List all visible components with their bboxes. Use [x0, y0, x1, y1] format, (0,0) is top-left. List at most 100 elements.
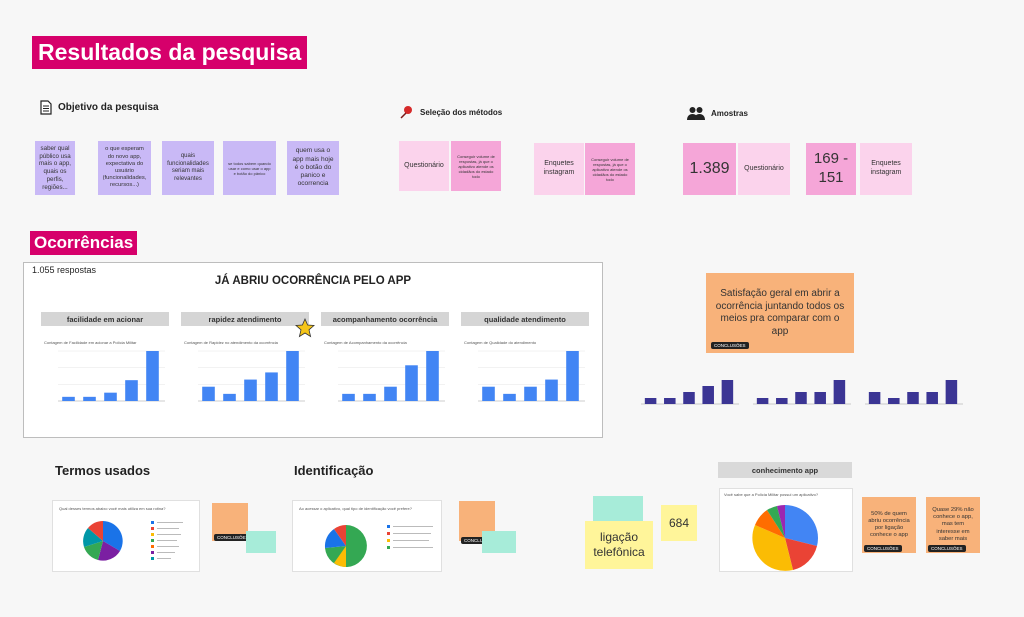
- satisfacao-chart-1: [641, 380, 739, 405]
- identificacao-chart-title: Ao acessar o aplicativo, qual tipo de id…: [299, 506, 412, 511]
- metodos-label-group: Seleção dos métodos: [400, 105, 502, 119]
- chart-bar-1: [342, 393, 355, 401]
- termos-teal-note[interactable]: [246, 531, 276, 553]
- termos-tag: CONCLUSÕES: [214, 534, 252, 541]
- chart-bar-4: [814, 392, 826, 404]
- conhecimento-tag-2: CONCLUSÕES: [928, 545, 966, 552]
- chart-bar-5: [945, 380, 958, 404]
- objetivo-note-3[interactable]: quais funcionalidades seriam mais releva…: [162, 141, 214, 195]
- chart-bar-5: [721, 380, 734, 404]
- amostras-count-1[interactable]: 1.389: [683, 143, 736, 195]
- chart-bar-3: [384, 386, 397, 401]
- chart-header-qualidade: qualidade atendimento: [461, 312, 589, 326]
- amostras-label-2[interactable]: Enquetes instagram: [860, 143, 912, 195]
- chart-bar-4: [926, 392, 938, 404]
- chart-bar-2: [664, 398, 676, 404]
- satisfacao-note[interactable]: Satisfação geral em abrir a ocorrência j…: [706, 273, 854, 353]
- conhecimento-tag-1: CONCLUSÕES: [864, 545, 902, 552]
- termos-title: Termos usados: [55, 463, 151, 478]
- chart-bar-1: [868, 392, 881, 404]
- document-icon: [40, 100, 52, 115]
- termos-pie-chart: [83, 521, 123, 561]
- chart-caption-2: Contagem de Acompanhamento da ocorrência: [324, 340, 407, 345]
- chart-caption-0: Contagem de Facilidade em acionar a Polí…: [44, 340, 137, 345]
- objetivo-label: Objetivo da pesquisa: [58, 102, 159, 113]
- objetivo-note-4[interactable]: se todos sabem quando usar e como usar o…: [223, 141, 276, 195]
- conhecimento-header: conhecimento app: [718, 462, 852, 478]
- metodos-label: Seleção dos métodos: [420, 107, 503, 117]
- users-icon: [687, 107, 705, 120]
- ligacao-telefonica-note[interactable]: ligação telefônica: [585, 521, 653, 569]
- chart-header-facilidade: facilidade em acionar: [41, 312, 169, 326]
- pushpin-icon: [400, 106, 412, 119]
- chart-bar-5: [566, 351, 579, 401]
- chart-bar-3: [795, 392, 807, 404]
- chart-bar-4: [545, 379, 558, 401]
- satisfacao-chart-2: [753, 380, 851, 405]
- termos-chart-title: Qual desses termos abaixo você mais util…: [59, 506, 166, 511]
- amostras-label-1[interactable]: Questionário: [738, 143, 790, 195]
- page-title: Resultados da pesquisa: [32, 36, 308, 69]
- identificacao-chart-card[interactable]: Ao acessar o aplicativo, qual tipo de id…: [292, 500, 442, 572]
- termos-chart-card[interactable]: Qual desses termos abaixo você mais util…: [52, 500, 200, 572]
- bar-chart-facilidade: [58, 350, 165, 402]
- identificacao-tag: CONCLUSÕES: [461, 537, 499, 544]
- satisfacao-note-text: Satisfação geral em abrir a ocorrência j…: [715, 288, 845, 337]
- objetivo-note-1[interactable]: saber qual público usa mais o app, quais…: [35, 141, 75, 195]
- chart-bar-4: [702, 386, 714, 404]
- amostras-count-2[interactable]: 169 - 151: [806, 143, 856, 195]
- chart-header-acompanhamento: acompanhamento ocorrência: [321, 312, 449, 326]
- responses-count: 1.055 respostas: [32, 265, 97, 275]
- bar-chart-qualidade: [478, 350, 585, 402]
- chart-bar-2: [223, 393, 236, 401]
- chart-bar-2: [363, 393, 376, 401]
- chart-bar-5: [286, 351, 299, 401]
- identificacao-title: Identificação: [294, 463, 374, 478]
- amostras-label: Amostras: [711, 108, 748, 118]
- bar-chart-acompanhamento: [338, 350, 445, 402]
- chart-bar-1: [482, 386, 495, 401]
- chart-bar-2: [503, 393, 516, 401]
- chart-bar-3: [524, 386, 537, 401]
- conhecimento-teal-note[interactable]: [593, 496, 643, 522]
- chart-bar-1: [756, 398, 769, 404]
- satisfacao-tag: CONCLUSÕES: [711, 342, 749, 349]
- metodos-questionario-desc[interactable]: Conseguir volume de respostas, já que o …: [451, 141, 501, 191]
- chart-bar-1: [644, 398, 657, 404]
- objetivo-note-2[interactable]: o que esperam do novo app, expectativa d…: [98, 141, 151, 195]
- satisfacao-chart-3: [865, 380, 963, 405]
- conhecimento-chart-title: Você sabe que a Polícia Militar possui u…: [724, 492, 819, 497]
- chart-bar-3: [244, 379, 257, 401]
- chart-bar-2: [83, 396, 96, 401]
- chart-bar-4: [265, 372, 278, 401]
- chart-bar-1: [62, 396, 75, 401]
- identificacao-teal-note[interactable]: [482, 531, 516, 553]
- chart-caption-3: Contagem de Qualidade do atendimento: [464, 340, 537, 345]
- conhecimento-note-2[interactable]: Quase 29% não conhece o app, mas tem int…: [926, 497, 980, 553]
- chart-bar-3: [907, 392, 919, 404]
- metodos-enquetes-desc[interactable]: Conseguir volume de respostas, já que o …: [585, 143, 635, 195]
- metodos-questionario[interactable]: Questionário: [399, 141, 449, 191]
- conhecimento-chart-card[interactable]: Você sabe que a Polícia Militar possui u…: [719, 488, 853, 572]
- identificacao-legend: [387, 525, 433, 549]
- chart-bar-3: [104, 392, 117, 401]
- objetivo-note-5[interactable]: quem usa o app mais hoje é o botão do pa…: [287, 141, 339, 195]
- chart-bar-5: [146, 351, 159, 401]
- ocorrencia-panel[interactable]: 1.055 respostas JÁ ABRIU OCORRÊNCIA PELO…: [23, 262, 603, 438]
- section-ocorrencias-title: Ocorrências: [30, 231, 138, 255]
- conhecimento-pie-chart: [752, 505, 818, 571]
- identificacao-pie-chart: [324, 525, 367, 567]
- chart-caption-1: Contagem de Rapidez no atendimento da oc…: [184, 340, 278, 345]
- conhecimento-note-1[interactable]: 50% de quem abriu ocorrência por ligação…: [862, 497, 916, 553]
- chart-bar-3: [683, 392, 695, 404]
- chart-bar-2: [776, 398, 788, 404]
- star-icon: [295, 318, 315, 338]
- ocorrencia-panel-title: JÁ ABRIU OCORRÊNCIA PELO APP: [214, 275, 412, 287]
- amostras-label-group: Amostras: [687, 106, 748, 120]
- metodos-enquetes[interactable]: Enquetes instagram: [534, 143, 584, 195]
- chart-bar-4: [125, 380, 138, 401]
- ligacao-count-note[interactable]: 684: [661, 505, 697, 541]
- chart-header-rapidez: rapidez atendimento: [181, 312, 309, 326]
- chart-bar-2: [888, 398, 900, 404]
